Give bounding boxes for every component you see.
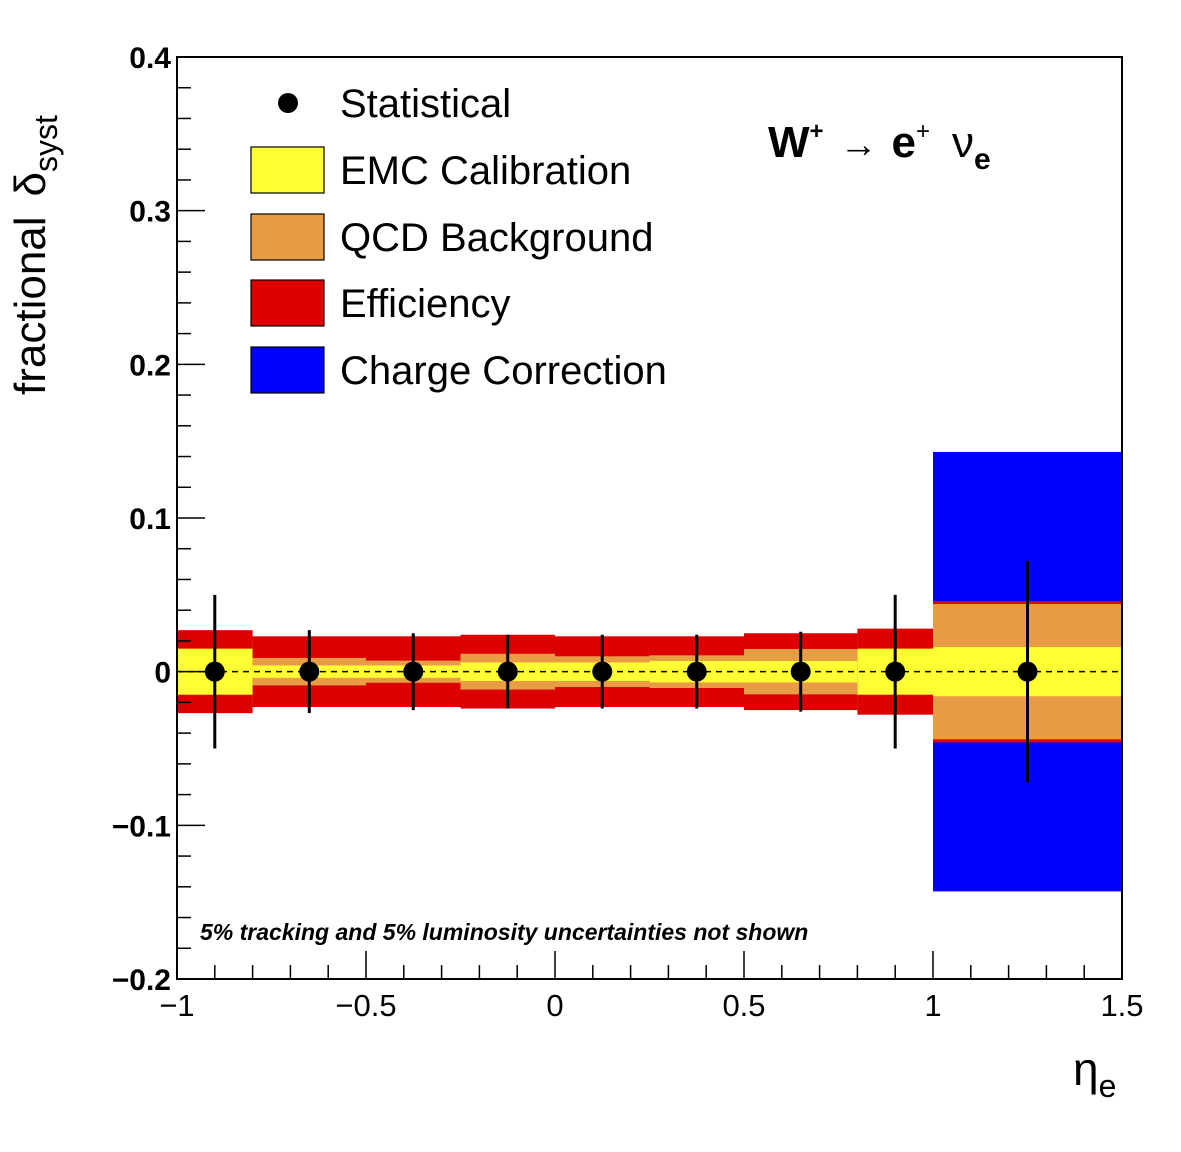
- stat-marker-2: [299, 661, 320, 682]
- y-tick-label: −0.1: [112, 810, 171, 843]
- y-axis-label-word: fractional: [6, 216, 55, 395]
- x-axis-label: ηe: [1073, 1043, 1116, 1104]
- legend-marker-statistical: [278, 93, 298, 113]
- process-nu: ν: [952, 118, 974, 167]
- y-axis-label-symbol: δ: [6, 172, 55, 197]
- y-tick-label: 0: [154, 657, 171, 690]
- y-axis-ticks: −0.2 −0.1 0 0.1 0.2 0.3 0.4: [112, 42, 205, 997]
- stat-marker-1: [204, 661, 225, 682]
- legend-label-charge: Charge Correction: [340, 349, 667, 393]
- y-tick-label: 0.4: [129, 42, 171, 75]
- legend-label-emc: EMC Calibration: [340, 149, 631, 193]
- legend-label-statistical: Statistical: [340, 82, 511, 126]
- legend-swatch-emc: [250, 146, 325, 194]
- process-arrow: →: [840, 124, 878, 166]
- y-tick-label: 0.2: [129, 349, 171, 382]
- process-w-sup: +: [810, 118, 824, 145]
- x-tick-label: −0.5: [335, 988, 396, 1023]
- process-nu-sub: e: [974, 143, 991, 176]
- y-tick-label: 0.3: [129, 196, 171, 229]
- legend-swatch-efficiency: [250, 279, 325, 327]
- legend-swatch-qcd: [250, 213, 325, 261]
- uncertainty-note: 5% tracking and 5% luminosity uncertaint…: [200, 919, 808, 945]
- stat-marker-9: [1017, 661, 1038, 682]
- x-axis-label-symbol: η: [1073, 1043, 1099, 1095]
- stat-marker-8: [885, 661, 906, 682]
- stat-marker-4: [497, 661, 518, 682]
- y-axis-label-sub: syst: [28, 115, 64, 172]
- process-e-sup: +: [916, 118, 930, 145]
- x-tick-label: −1: [159, 988, 194, 1023]
- x-axis-label-sub: e: [1099, 1068, 1117, 1104]
- process-w: W: [768, 118, 810, 167]
- stat-marker-6: [686, 661, 707, 682]
- y-tick-label: 0.1: [129, 503, 171, 536]
- stat-marker-7: [790, 661, 811, 682]
- x-tick-label: 0: [546, 988, 563, 1023]
- legend-label-efficiency: Efficiency: [340, 282, 510, 326]
- x-tick-label: 1.5: [1100, 988, 1143, 1023]
- legend: Statistical EMC Calibration QCD Background…: [250, 82, 667, 394]
- statistical-markers: [204, 661, 1038, 682]
- y-tick-label: −0.2: [112, 964, 171, 997]
- y-axis-label: fractional δsyst: [6, 115, 64, 395]
- x-axis-ticks: −1 −0.5 0 0.5 1 1.5: [159, 951, 1144, 1023]
- legend-swatch-charge: [250, 346, 325, 394]
- stat-marker-3: [403, 661, 424, 682]
- x-tick-label: 1: [924, 988, 941, 1023]
- process-e: e: [892, 118, 916, 167]
- stat-marker-5: [592, 661, 613, 682]
- legend-label-qcd: QCD Background: [340, 216, 653, 260]
- process-label: W+ → e+ νe: [768, 118, 991, 176]
- x-tick-label: 0.5: [722, 988, 765, 1023]
